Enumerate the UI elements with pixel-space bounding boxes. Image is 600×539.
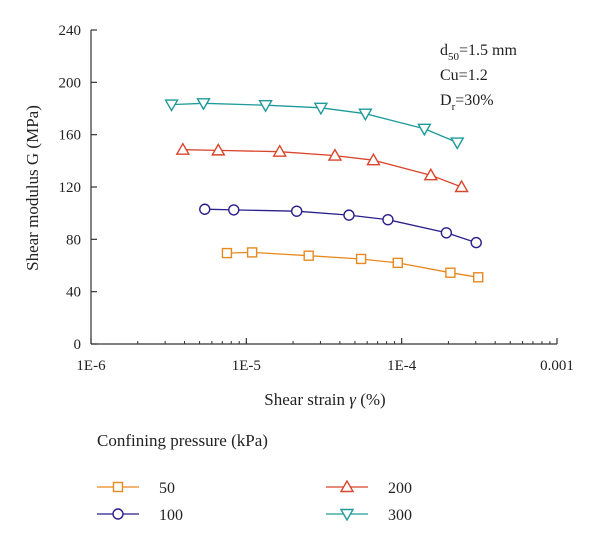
legend-item-300: 300	[326, 507, 412, 524]
y-tick-label: 40	[66, 285, 81, 301]
legend-marker	[339, 508, 355, 522]
data-point-200	[175, 142, 191, 155]
y-tick-label: 200	[59, 75, 82, 91]
data-point-50	[246, 247, 258, 258]
legend-label: 50	[159, 480, 175, 497]
data-point-50	[392, 257, 403, 269]
data-point-200	[211, 142, 226, 156]
data-point-300	[417, 123, 432, 137]
x-tick-label: 1E-5	[232, 358, 261, 374]
legend-marker	[339, 479, 355, 493]
data-point-100	[291, 205, 303, 217]
legend-title: Confining pressure (kPa)	[97, 431, 268, 450]
data-point-200	[454, 179, 469, 193]
axis-ticks: 1E-6 1E-5 1E-4 0.001 0 40 80 120 160 200 240	[59, 23, 574, 374]
y-tick-label: 80	[66, 232, 81, 248]
series-200	[175, 142, 469, 193]
data-point-200	[327, 148, 343, 161]
legend-label: 200	[388, 480, 412, 497]
data-point-200	[366, 152, 381, 166]
annotation-cu: Cu=1.2	[440, 67, 488, 84]
x-tick-label: 1E-6	[76, 358, 106, 374]
data-point-50	[445, 267, 456, 278]
legend-marker	[112, 508, 124, 520]
data-point-200	[423, 167, 439, 181]
y-tick-label: 0	[74, 337, 82, 353]
data-point-100	[470, 236, 482, 249]
data-point-100	[228, 204, 240, 216]
legend-marker	[112, 481, 124, 493]
data-point-300	[258, 100, 273, 113]
data-point-100	[382, 214, 394, 226]
series-300	[164, 98, 465, 150]
data-point-300	[164, 99, 179, 112]
series-line-300	[171, 102, 458, 144]
series-line-100	[204, 208, 477, 244]
plot-area: 1E-6 1E-5 1E-4 0.001 0 40 80 120 160 200 240	[59, 23, 574, 374]
legend-item-50: 50	[97, 480, 175, 497]
data-point-300	[313, 102, 329, 116]
x-tick-label: 1E-4	[387, 358, 417, 374]
data-point-50	[355, 253, 367, 265]
annotation-d50: d50=1.5 mm	[440, 42, 517, 63]
series-layer	[164, 98, 484, 283]
data-point-50	[303, 250, 314, 261]
y-tick-label: 240	[59, 23, 82, 39]
series-50	[221, 247, 484, 283]
data-point-100	[440, 227, 453, 239]
data-point-300	[450, 137, 465, 150]
y-axis-title: Shear modulus G (MPa)	[23, 105, 42, 271]
annotation-dr: Dr=30%	[440, 92, 494, 113]
y-tick-label: 160	[59, 128, 82, 144]
x-axis-title: Shear strain γ (%)	[264, 390, 385, 409]
data-point-50	[473, 272, 484, 283]
data-point-50	[221, 247, 233, 259]
legend: 50 100 200 300	[97, 479, 412, 524]
data-point-100	[199, 203, 211, 215]
data-point-300	[358, 108, 373, 122]
data-point-100	[343, 209, 355, 221]
series-100	[199, 203, 482, 249]
y-tick-label: 120	[59, 180, 82, 196]
x-tick-label: 0.001	[540, 358, 574, 374]
data-point-200	[272, 144, 287, 157]
annotations: d50=1.5 mm Cu=1.2 Dr=30%	[440, 42, 517, 113]
series-line-50	[226, 251, 479, 278]
legend-label: 300	[388, 507, 412, 524]
legend-item-200: 200	[326, 479, 412, 497]
legend-label: 100	[159, 507, 183, 524]
legend-item-100: 100	[97, 507, 183, 524]
data-point-300	[196, 98, 211, 111]
